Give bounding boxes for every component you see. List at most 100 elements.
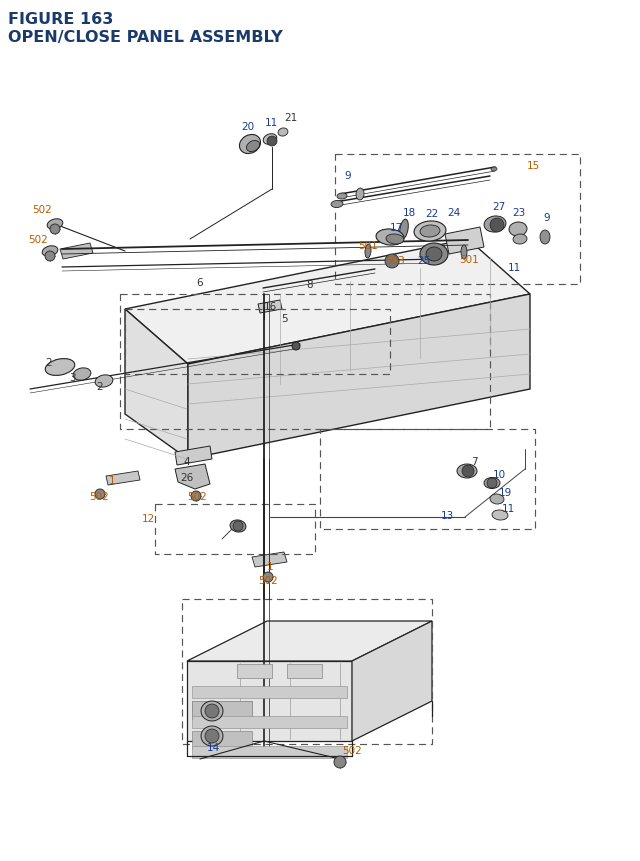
Text: 13: 13 [440, 511, 454, 520]
Text: FIGURE 163: FIGURE 163 [8, 12, 113, 27]
Text: 501: 501 [358, 241, 378, 251]
Text: 503: 503 [385, 256, 405, 266]
Text: 3: 3 [68, 373, 76, 382]
Ellipse shape [365, 245, 371, 258]
Polygon shape [125, 239, 530, 364]
Text: 16: 16 [264, 301, 276, 312]
Text: 22: 22 [426, 208, 438, 219]
Text: 8: 8 [307, 280, 314, 289]
Text: 7: 7 [470, 456, 477, 467]
Circle shape [95, 489, 105, 499]
Circle shape [205, 729, 219, 743]
Text: 502: 502 [187, 492, 207, 501]
Ellipse shape [246, 141, 260, 152]
Text: OPEN/CLOSE PANEL ASSEMBLY: OPEN/CLOSE PANEL ASSEMBLY [8, 30, 283, 45]
Polygon shape [60, 244, 93, 260]
Circle shape [462, 466, 474, 478]
Ellipse shape [420, 244, 448, 266]
Bar [192, 746, 347, 759]
Circle shape [45, 251, 55, 262]
Circle shape [385, 255, 399, 269]
Ellipse shape [484, 217, 506, 232]
Circle shape [50, 225, 60, 235]
Ellipse shape [513, 235, 527, 245]
Ellipse shape [239, 135, 260, 154]
Text: 11: 11 [501, 504, 515, 513]
Circle shape [267, 137, 277, 147]
Bar [192, 701, 252, 719]
Circle shape [233, 522, 243, 531]
Ellipse shape [201, 726, 223, 746]
Ellipse shape [400, 220, 408, 239]
Text: 11: 11 [508, 263, 520, 273]
Text: 12: 12 [141, 513, 155, 523]
Text: 27: 27 [492, 201, 506, 212]
Polygon shape [188, 294, 530, 460]
Text: 502: 502 [28, 235, 48, 245]
Ellipse shape [331, 201, 343, 208]
Ellipse shape [73, 369, 91, 381]
Ellipse shape [337, 194, 347, 200]
Ellipse shape [491, 168, 497, 172]
Text: 1: 1 [109, 475, 115, 486]
Bar [287, 664, 322, 678]
Bar [192, 716, 347, 728]
Text: 502: 502 [342, 745, 362, 755]
Circle shape [487, 479, 497, 488]
Circle shape [334, 756, 346, 768]
Text: 1: 1 [267, 561, 273, 572]
Ellipse shape [42, 246, 58, 257]
Polygon shape [352, 622, 432, 741]
Circle shape [263, 573, 273, 582]
Text: 14: 14 [206, 742, 220, 753]
Text: 20: 20 [241, 122, 255, 132]
Ellipse shape [278, 129, 288, 137]
Text: 10: 10 [492, 469, 506, 480]
Polygon shape [258, 300, 282, 313]
Text: 26: 26 [180, 473, 194, 482]
Text: 15: 15 [526, 161, 540, 170]
Text: 19: 19 [499, 487, 511, 498]
Circle shape [292, 343, 300, 350]
Text: 501: 501 [459, 255, 479, 264]
Ellipse shape [47, 220, 63, 230]
Circle shape [490, 219, 504, 232]
Ellipse shape [263, 134, 276, 146]
Text: 25: 25 [417, 256, 431, 266]
Text: 17: 17 [389, 223, 403, 232]
Ellipse shape [457, 464, 477, 479]
Polygon shape [252, 553, 287, 567]
Ellipse shape [540, 231, 550, 245]
Ellipse shape [461, 245, 467, 260]
Text: 2: 2 [97, 381, 103, 392]
Ellipse shape [230, 520, 246, 532]
Text: 5: 5 [281, 313, 287, 324]
Ellipse shape [45, 359, 75, 376]
Ellipse shape [414, 221, 446, 242]
Ellipse shape [356, 189, 364, 201]
Text: 502: 502 [32, 205, 52, 214]
Text: 9: 9 [544, 213, 550, 223]
Text: 2: 2 [45, 357, 52, 368]
Ellipse shape [386, 235, 404, 245]
Polygon shape [187, 622, 432, 661]
Polygon shape [175, 464, 210, 489]
Ellipse shape [95, 375, 113, 387]
Polygon shape [106, 472, 140, 486]
Text: 18: 18 [403, 208, 415, 218]
Text: 4: 4 [184, 456, 190, 467]
Bar [192, 731, 252, 749]
Polygon shape [445, 228, 484, 255]
Ellipse shape [484, 478, 500, 489]
Circle shape [191, 492, 201, 501]
Ellipse shape [509, 223, 527, 237]
Ellipse shape [420, 226, 440, 238]
Ellipse shape [490, 494, 504, 505]
Text: 21: 21 [284, 113, 298, 123]
Ellipse shape [201, 701, 223, 722]
Text: 24: 24 [447, 208, 461, 218]
Ellipse shape [426, 248, 442, 262]
Polygon shape [125, 310, 188, 460]
Text: 23: 23 [513, 208, 525, 218]
Text: 502: 502 [258, 575, 278, 585]
